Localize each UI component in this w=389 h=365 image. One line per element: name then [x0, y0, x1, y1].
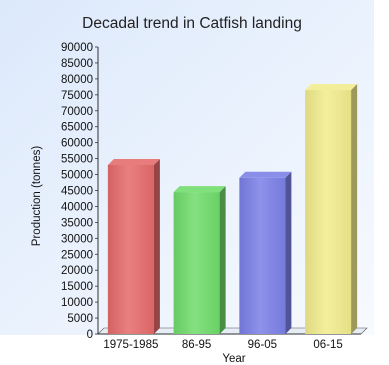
bar-side — [219, 186, 226, 334]
y-axis-label: Production (tonnes) — [31, 146, 43, 247]
bar-side — [285, 171, 292, 334]
bar-top — [107, 158, 160, 165]
y-tick-label: 65000 — [61, 122, 93, 134]
y-tick-label: 75000 — [61, 90, 93, 102]
y-tick-label: 55000 — [61, 154, 93, 166]
bar-top — [305, 84, 358, 91]
y-tick-label: 25000 — [61, 249, 93, 261]
bar-4 — [305, 84, 358, 334]
y-tick-label: 45000 — [61, 186, 93, 198]
y-tick-label: 20000 — [61, 265, 93, 277]
y-tick-label: 70000 — [61, 106, 93, 118]
x-tick-label: 06-15 — [313, 339, 342, 351]
x-tick-labels: 1975-1985 86-95 96-05 06-15 — [103, 339, 342, 351]
bar-3 — [239, 171, 292, 334]
bar-front — [107, 164, 154, 334]
y-tick-label: 30000 — [61, 233, 93, 245]
y-tick-label: 35000 — [61, 217, 93, 229]
bar-front — [305, 90, 352, 334]
y-tick-label: 90000 — [61, 42, 93, 54]
bar-side — [153, 158, 160, 334]
x-axis-label: Year — [222, 353, 245, 365]
x-tick-label: 86-95 — [182, 339, 211, 351]
bar-front — [173, 192, 220, 334]
y-tick-label: 5000 — [67, 313, 93, 325]
y-tick-label: 0 — [87, 329, 93, 341]
bar-2 — [173, 186, 226, 334]
bars — [107, 84, 358, 334]
y-tick-label: 60000 — [61, 138, 93, 150]
y-tick-label: 50000 — [61, 170, 93, 182]
y-tick-label: 40000 — [61, 201, 93, 213]
x-tick-label: 1975-1985 — [103, 339, 158, 351]
chart-title: Decadal trend in Catfish landing — [82, 15, 302, 32]
y-tick-label: 80000 — [61, 74, 93, 86]
y-tick-labels: 0 5000 10000 15000 20000 25000 30000 35000 40000… — [61, 42, 93, 341]
bar-top — [173, 186, 226, 193]
bar-1 — [107, 158, 160, 334]
bar-front — [239, 177, 286, 334]
x-tick-label: 96-05 — [248, 339, 277, 351]
bar-top — [239, 171, 292, 178]
y-tick-label: 15000 — [61, 281, 93, 293]
bar-side — [351, 84, 358, 334]
y-tick-label: 10000 — [61, 297, 93, 309]
y-tick-label: 85000 — [61, 58, 93, 70]
